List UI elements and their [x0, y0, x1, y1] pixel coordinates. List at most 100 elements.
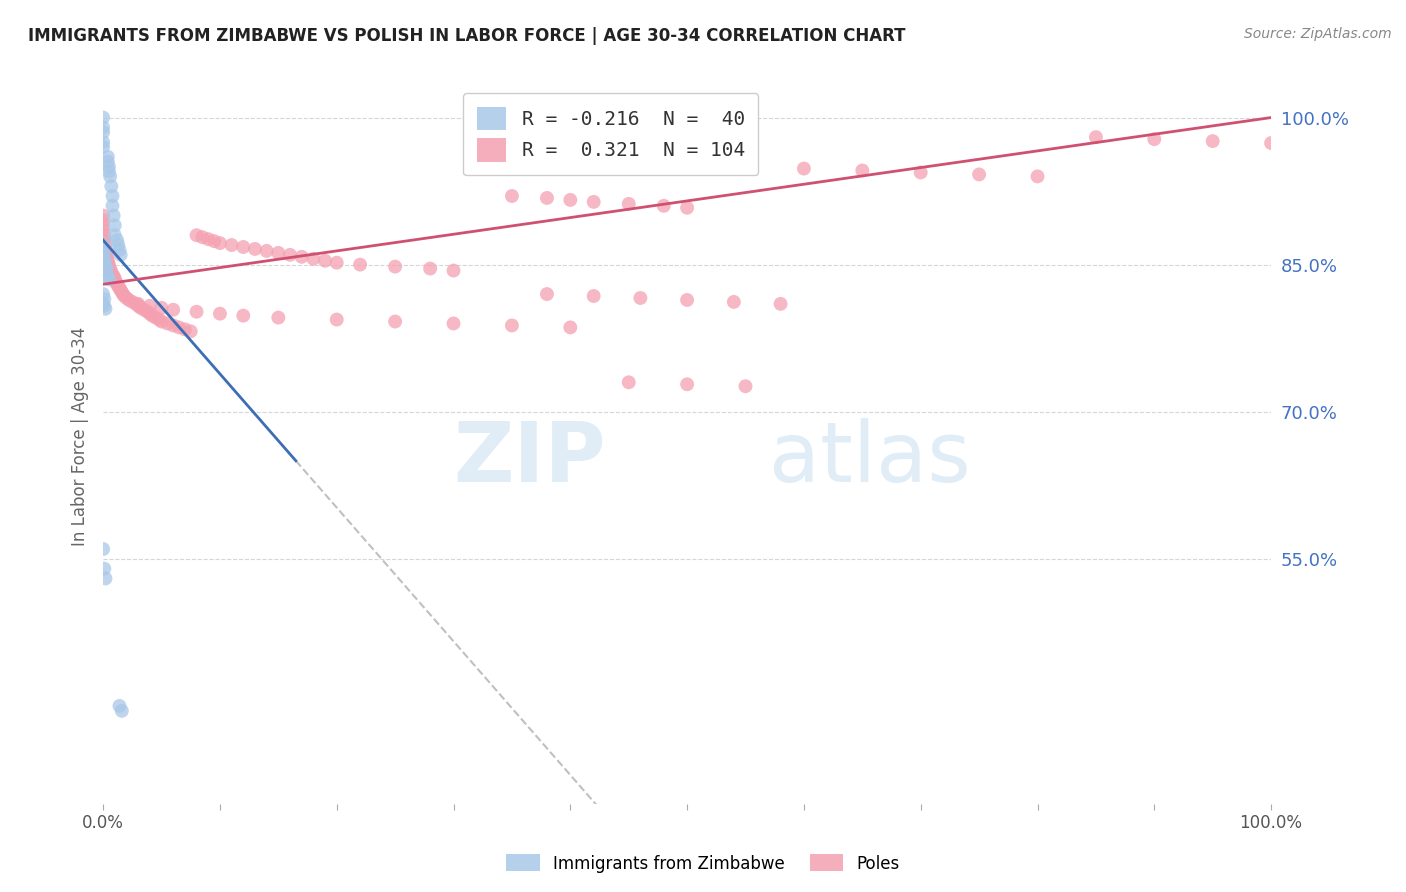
- Point: [94, 258, 117, 272]
- Point: [111, 285, 134, 299]
- Point: [314, 253, 336, 268]
- Y-axis label: In Labor Force | Age 30-34: In Labor Force | Age 30-34: [72, 326, 89, 546]
- Point: [150, 314, 173, 328]
- Point: [91, 243, 114, 257]
- Point: [91, 135, 114, 149]
- Point: [652, 199, 675, 213]
- Point: [734, 379, 756, 393]
- Point: [501, 189, 523, 203]
- Legend: R = -0.216  N =  40, R =  0.321  N = 104: R = -0.216 N = 40, R = 0.321 N = 104: [463, 93, 758, 176]
- Point: [93, 561, 115, 575]
- Point: [256, 244, 278, 258]
- Point: [443, 263, 465, 277]
- Point: [1202, 134, 1225, 148]
- Point: [91, 541, 114, 556]
- Point: [232, 240, 254, 254]
- Point: [121, 294, 143, 309]
- Point: [443, 317, 465, 331]
- Point: [98, 169, 121, 184]
- Point: [98, 164, 121, 178]
- Point: [91, 297, 114, 311]
- Point: [97, 252, 120, 267]
- Point: [96, 248, 118, 262]
- Point: [267, 245, 290, 260]
- Point: [202, 234, 225, 248]
- Point: [98, 160, 121, 174]
- Point: [197, 232, 219, 246]
- Point: [101, 189, 124, 203]
- Point: [325, 255, 347, 269]
- Point: [112, 289, 135, 303]
- Point: [139, 307, 162, 321]
- Point: [101, 268, 124, 282]
- Point: [108, 281, 131, 295]
- Point: [93, 292, 115, 306]
- Point: [108, 698, 131, 713]
- Point: [1260, 136, 1282, 150]
- Point: [91, 120, 114, 135]
- Point: [676, 201, 699, 215]
- Text: Source: ZipAtlas.com: Source: ZipAtlas.com: [1244, 27, 1392, 41]
- Point: [91, 111, 114, 125]
- Point: [93, 233, 115, 247]
- Point: [243, 242, 266, 256]
- Point: [104, 273, 127, 287]
- Point: [94, 243, 117, 257]
- Point: [180, 324, 202, 338]
- Point: [91, 287, 114, 301]
- Text: ZIP: ZIP: [453, 417, 606, 499]
- Point: [191, 230, 214, 244]
- Point: [93, 248, 115, 262]
- Point: [104, 271, 127, 285]
- Point: [104, 219, 127, 233]
- Point: [617, 376, 640, 390]
- Point: [349, 258, 371, 272]
- Point: [93, 228, 115, 243]
- Point: [560, 320, 582, 334]
- Point: [107, 279, 129, 293]
- Point: [139, 299, 162, 313]
- Point: [1084, 130, 1107, 145]
- Point: [104, 228, 127, 243]
- Point: [141, 309, 163, 323]
- Point: [150, 301, 173, 315]
- Point: [536, 287, 558, 301]
- Point: [278, 248, 301, 262]
- Point: [125, 297, 148, 311]
- Point: [91, 125, 114, 139]
- Point: [582, 289, 605, 303]
- Point: [302, 252, 325, 266]
- Point: [97, 150, 120, 164]
- Point: [734, 160, 756, 174]
- Point: [173, 322, 195, 336]
- Point: [115, 291, 138, 305]
- Point: [97, 154, 120, 169]
- Point: [105, 277, 128, 292]
- Point: [94, 301, 117, 316]
- Point: [1026, 169, 1049, 184]
- Point: [162, 318, 184, 333]
- Point: [96, 250, 118, 264]
- Point: [97, 255, 120, 269]
- Point: [91, 223, 114, 237]
- Point: [103, 269, 125, 284]
- Point: [501, 318, 523, 333]
- Point: [1143, 132, 1166, 146]
- Point: [232, 309, 254, 323]
- Point: [110, 283, 132, 297]
- Point: [93, 299, 115, 313]
- Point: [94, 238, 117, 252]
- Point: [91, 238, 114, 252]
- Point: [98, 262, 121, 277]
- Point: [96, 262, 118, 277]
- Point: [111, 704, 134, 718]
- Point: [186, 304, 208, 318]
- Point: [560, 193, 582, 207]
- Point: [105, 233, 128, 247]
- Point: [582, 194, 605, 209]
- Point: [94, 571, 117, 585]
- Point: [97, 269, 120, 284]
- Point: [98, 272, 121, 286]
- Point: [98, 260, 121, 274]
- Point: [676, 293, 699, 307]
